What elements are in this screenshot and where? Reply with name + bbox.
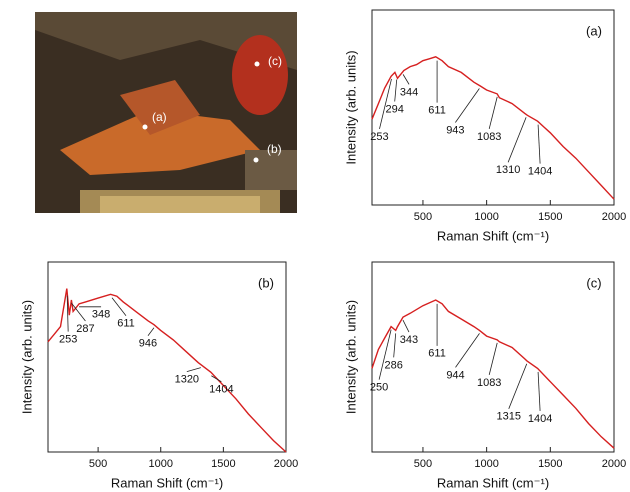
peak-label: 1083 [477,377,501,389]
peak-arrow [394,333,396,357]
peak-label: 253 [370,131,388,143]
peak-label: 1083 [477,131,501,143]
peak-arrow [509,364,527,409]
peak-label: 344 [400,86,418,98]
peak-arrow [211,376,221,382]
photo-spot [255,62,260,67]
x-tick-label: 500 [414,458,432,470]
peak-label: 1315 [497,411,521,423]
plot-frame [48,262,286,452]
y-axis-label: Intensity (arb. units) [343,300,358,414]
peak-arrow [403,74,409,84]
panel-label: (c) [586,275,601,290]
peak-label: 1320 [175,374,199,386]
peak-arrow [455,333,479,367]
peak-arrow [508,117,526,162]
x-tick-label: 1500 [538,211,562,223]
peak-label: 286 [385,359,403,371]
photo-label: (c) [268,54,282,68]
photo-spot [254,158,259,163]
peak-label: 294 [386,103,404,115]
x-tick-label: 1000 [474,458,498,470]
peak-label: 611 [117,318,135,330]
x-tick-label: 500 [414,211,432,223]
peak-arrow [538,372,540,411]
peak-arrow [455,89,479,123]
x-axis-label: Raman Shift (cm⁻¹) [111,475,223,490]
photo-spot [143,125,148,130]
peak-arrow [403,320,409,332]
peak-label: 1404 [209,384,233,396]
plot-frame [372,10,614,205]
panel-label: (a) [586,23,602,38]
spectrum-line [48,289,286,452]
x-tick-label: 2000 [602,211,626,223]
peak-label: 1404 [528,413,552,425]
photo-label: (a) [152,110,167,124]
peak-arrow [395,79,397,101]
peak-arrow [187,368,201,372]
x-axis-label: Raman Shift (cm⁻¹) [437,475,549,490]
peak-label: 611 [428,348,446,360]
peak-label: 287 [76,323,94,335]
figure: (a) (b) (c) 500 1000 1500 2000 Raman Shift (cm⁻… [0,0,630,492]
x-tick-label: 2000 [274,458,298,470]
peak-label: 1404 [528,166,552,178]
peak-label: 611 [428,105,446,117]
peak-arrow [489,343,497,375]
peak-label: 946 [139,338,157,350]
peak-arrow [489,97,497,129]
y-axis-label: Intensity (arb. units) [343,50,358,164]
peak-arrow [148,328,154,336]
x-tick-label: 1000 [148,458,172,470]
photo-label: (b) [267,142,282,156]
panel-label: (b) [258,275,274,290]
y-axis-label: Intensity (arb. units) [19,300,34,414]
x-tick-label: 2000 [602,458,626,470]
peak-label: 343 [400,334,418,346]
x-tick-label: 500 [89,458,107,470]
peak-label: 944 [446,369,464,381]
spectrum-line [372,300,614,448]
peak-label: 250 [370,382,388,394]
peak-label: 348 [92,309,110,321]
x-tick-label: 1500 [538,458,562,470]
peak-label: 1310 [496,164,520,176]
plot-frame [372,262,614,452]
peak-arrow [112,298,126,316]
peak-arrow [538,125,540,164]
x-axis-label: Raman Shift (cm⁻¹) [437,228,549,243]
peak-label: 943 [446,124,464,136]
x-tick-label: 1500 [211,458,235,470]
spectrum-line [372,57,614,199]
peak-label: 253 [59,333,77,345]
x-tick-label: 1000 [474,211,498,223]
